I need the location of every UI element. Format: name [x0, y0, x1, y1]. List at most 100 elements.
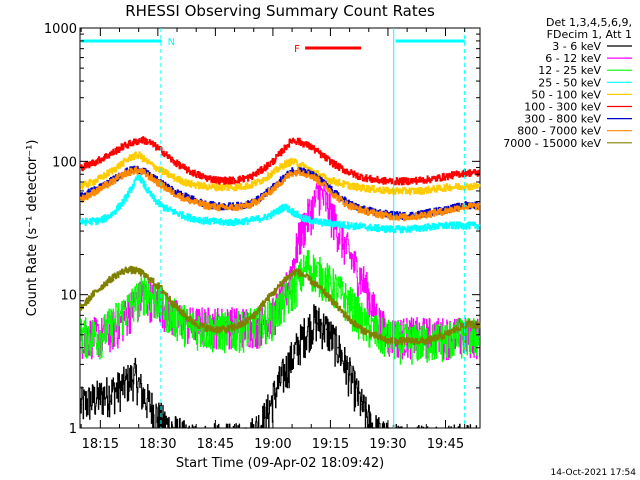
data-point-50-100-kev-18	[302, 165, 305, 167]
data-point-12-25-kev-6	[172, 314, 174, 317]
data-point-3-6-kev-17	[348, 374, 351, 376]
series-7000-15000-kev	[80, 265, 481, 346]
data-point-800-7000-kev-5	[141, 171, 144, 173]
data-point-25-50-kev-27	[444, 224, 447, 227]
legend-label-50-100-kev: 50 - 100 keV	[531, 88, 601, 101]
data-point-100-300-kev-18	[299, 141, 301, 143]
data-point-25-50-kev-25	[406, 228, 408, 230]
data-point-100-300-kev-15	[272, 160, 274, 163]
series-layer	[80, 136, 481, 429]
legend-label-7000-15000-kev: 7000 - 15000 keV	[503, 137, 601, 150]
legend-label-25-50-kev: 25 - 50 keV	[538, 76, 601, 89]
data-point-6-12-kev-20	[341, 238, 343, 241]
data-point-50-100-kev-14	[260, 179, 263, 182]
x-tick-label-6: 19:45	[427, 437, 464, 452]
data-point-50-100-kev-3	[122, 161, 125, 164]
data-point-7000-15000-kev-29	[444, 334, 447, 336]
data-point-3-6-kev-11	[275, 387, 278, 389]
plot-frame	[79, 27, 481, 429]
data-point-12-25-kev-19	[364, 323, 366, 326]
data-point-25-50-kev-24	[387, 228, 389, 230]
data-point-50-100-kev-10	[203, 185, 205, 188]
y-axis-label: Count Rate (s⁻¹ detector⁻¹)	[25, 140, 40, 317]
legend-label-12-25-kev: 12 - 25 keV	[538, 64, 601, 77]
data-point-800-7000-kev-10	[203, 204, 205, 206]
data-point-6-12-kev-23	[364, 283, 366, 285]
data-point-800-7000-kev-21	[333, 194, 336, 196]
data-point-50-100-kev-28	[448, 186, 451, 188]
data-point-100-300-kev-12	[233, 179, 236, 182]
data-point-100-300-kev-14	[260, 169, 263, 171]
data-point-800-7000-kev-22	[345, 203, 347, 205]
legend-label-800-7000-kev: 800 - 7000 keV	[517, 125, 601, 138]
data-point-3-6-kev-1	[118, 387, 121, 389]
data-point-7000-15000-kev-27	[406, 340, 408, 342]
data-point-25-50-kev-5	[137, 174, 140, 177]
data-point-50-100-kev-7	[157, 167, 159, 170]
data-point-50-100-kev-22	[356, 186, 359, 188]
data-point-7000-15000-kev-14	[252, 314, 255, 317]
data-point-3-6-kev-9	[245, 427, 247, 429]
data-point-800-7000-kev-23	[356, 208, 359, 210]
data-point-12-25-kev-16	[325, 278, 328, 281]
data-point-25-50-kev-7	[153, 198, 155, 200]
data-point-100-300-kev-16	[283, 147, 286, 150]
series-line-7000-15000-kev	[80, 265, 481, 346]
series-line-50-100-kev	[80, 151, 481, 196]
data-point-7000-15000-kev-8	[172, 303, 174, 305]
data-point-100-300-kev-6	[149, 141, 151, 144]
data-point-6-12-kev-18	[325, 203, 328, 205]
data-point-7000-15000-kev-18	[295, 270, 297, 273]
data-point-50-100-kev-9	[187, 182, 190, 185]
data-point-100-300-kev-5	[141, 139, 144, 141]
data-point-12-25-kev-12	[283, 300, 286, 302]
data-point-800-7000-kev-20	[322, 182, 324, 185]
legend-header-1: FDecim 1, Att 1	[547, 28, 632, 41]
x-tick-label-4: 19:15	[312, 437, 349, 452]
data-point-25-50-kev-23	[368, 226, 370, 229]
data-point-12-25-kev-3	[134, 300, 136, 302]
data-point-3-6-kev-14	[314, 318, 316, 321]
data-point-3-6-kev-7	[187, 427, 190, 429]
data-point-800-7000-kev-25	[387, 215, 389, 217]
data-point-12-25-kev-15	[314, 270, 316, 273]
data-point-800-7000-kev-8	[172, 192, 174, 194]
data-point-25-50-kev-20	[318, 221, 320, 223]
data-point-800-7000-kev-4	[134, 169, 136, 171]
data-point-800-7000-kev-27	[417, 215, 420, 217]
data-point-25-50-kev-21	[333, 223, 336, 225]
data-point-800-7000-kev-28	[433, 212, 435, 214]
data-point-6-12-kev-24	[371, 306, 374, 309]
series-line-800-7000-kev	[80, 166, 481, 222]
series-line-100-300-kev	[80, 136, 481, 186]
data-point-100-300-kev-17	[291, 139, 293, 141]
data-point-50-100-kev-24	[387, 190, 389, 192]
data-point-12-25-kev-10	[256, 323, 259, 326]
series-800-7000-kev	[80, 166, 481, 222]
data-point-50-100-kev-0	[80, 185, 82, 188]
data-point-3-6-kev-15	[325, 328, 328, 331]
data-point-12-25-kev-4	[145, 288, 148, 290]
data-point-100-300-kev-24	[371, 178, 374, 181]
data-point-300-800-kev-0	[80, 195, 82, 197]
data-point-25-50-kev-26	[425, 226, 428, 229]
y-tick-label-0: 1	[69, 422, 77, 437]
data-point-50-100-kev-2	[111, 169, 113, 172]
data-point-800-7000-kev-24	[371, 212, 374, 214]
data-point-50-100-kev-8	[172, 176, 174, 178]
data-point-50-100-kev-15	[272, 172, 274, 174]
data-point-25-50-kev-14	[249, 219, 251, 222]
data-point-100-300-kev-3	[122, 145, 125, 147]
data-point-50-100-kev-25	[402, 190, 405, 192]
data-point-800-7000-kev-0	[80, 198, 82, 200]
data-point-12-25-kev-17	[341, 293, 343, 296]
data-point-3-6-kev-3	[141, 393, 144, 395]
marker-layer: NF	[81, 28, 466, 428]
data-point-50-100-kev-21	[341, 182, 343, 185]
data-point-6-12-kev-22	[356, 270, 359, 273]
data-point-6-12-kev-16	[314, 200, 316, 203]
data-point-800-7000-kev-13	[249, 204, 251, 206]
x-tick-label-3: 19:00	[254, 437, 291, 452]
data-point-50-100-kev-20	[325, 178, 328, 180]
